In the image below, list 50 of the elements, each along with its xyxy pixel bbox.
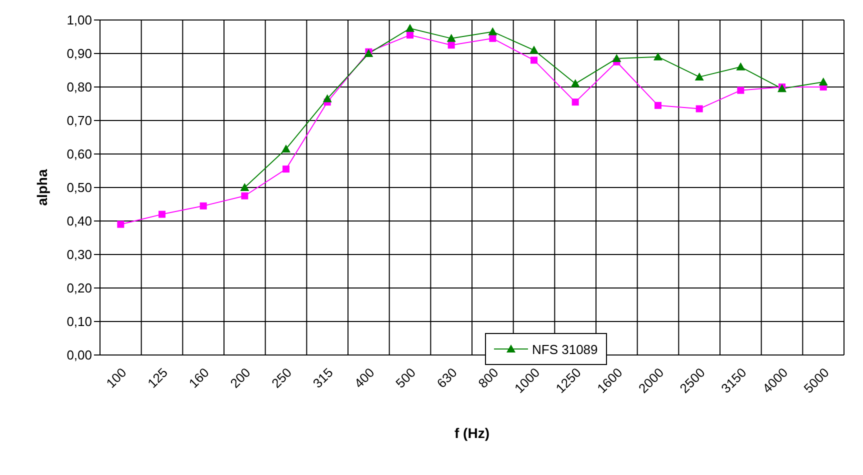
point — [696, 105, 703, 112]
x-tick-label: 315 — [310, 364, 336, 391]
point — [200, 202, 207, 210]
y-tick-label: 0,90 — [66, 46, 92, 62]
x-tick-label: 200 — [227, 364, 254, 391]
point — [572, 98, 579, 106]
x-tick-label: 500 — [392, 364, 419, 391]
point — [654, 102, 662, 109]
point — [530, 46, 538, 54]
y-tick-label: 1,00 — [66, 12, 92, 28]
point — [489, 34, 496, 42]
point — [406, 32, 414, 39]
point — [282, 144, 290, 152]
point — [406, 24, 414, 32]
x-tick-label: 800 — [475, 364, 502, 391]
x-tick-label: 160 — [186, 364, 212, 391]
x-tick-label: 400 — [351, 364, 378, 391]
point — [240, 183, 250, 191]
point — [570, 79, 580, 88]
point — [282, 166, 290, 173]
point — [322, 94, 332, 102]
x-tick-label: 100 — [103, 364, 130, 391]
point — [612, 54, 622, 62]
y-tick-label: 0,70 — [66, 113, 92, 128]
y-tick-label: 0,30 — [66, 247, 92, 262]
y-tick-label: 0,80 — [66, 80, 92, 95]
point — [446, 34, 456, 42]
x-tick-label: 630 — [434, 364, 460, 391]
legend-label: NFS 31089 — [532, 342, 598, 356]
point — [117, 220, 124, 228]
point — [737, 86, 744, 94]
point — [158, 210, 166, 218]
point — [736, 62, 746, 70]
point — [694, 72, 704, 80]
point — [488, 27, 498, 36]
y-tick-label: 0,50 — [66, 180, 92, 196]
y-tick-label: 0,00 — [66, 348, 92, 363]
x-axis-title: f (Hz) — [454, 425, 490, 441]
y-tick-label: 0,20 — [66, 280, 92, 296]
y-tick-label: 0,40 — [66, 214, 92, 229]
point — [818, 77, 828, 86]
y-tick-label: 0,60 — [66, 146, 92, 162]
point — [448, 42, 455, 49]
x-tick-label: 125 — [144, 364, 171, 391]
point — [654, 52, 662, 60]
point — [241, 192, 248, 200]
x-tick-label: 250 — [268, 364, 295, 391]
point — [530, 56, 538, 64]
y-tick-label: 0,10 — [66, 314, 92, 330]
y-axis-title: alpha — [34, 169, 50, 206]
